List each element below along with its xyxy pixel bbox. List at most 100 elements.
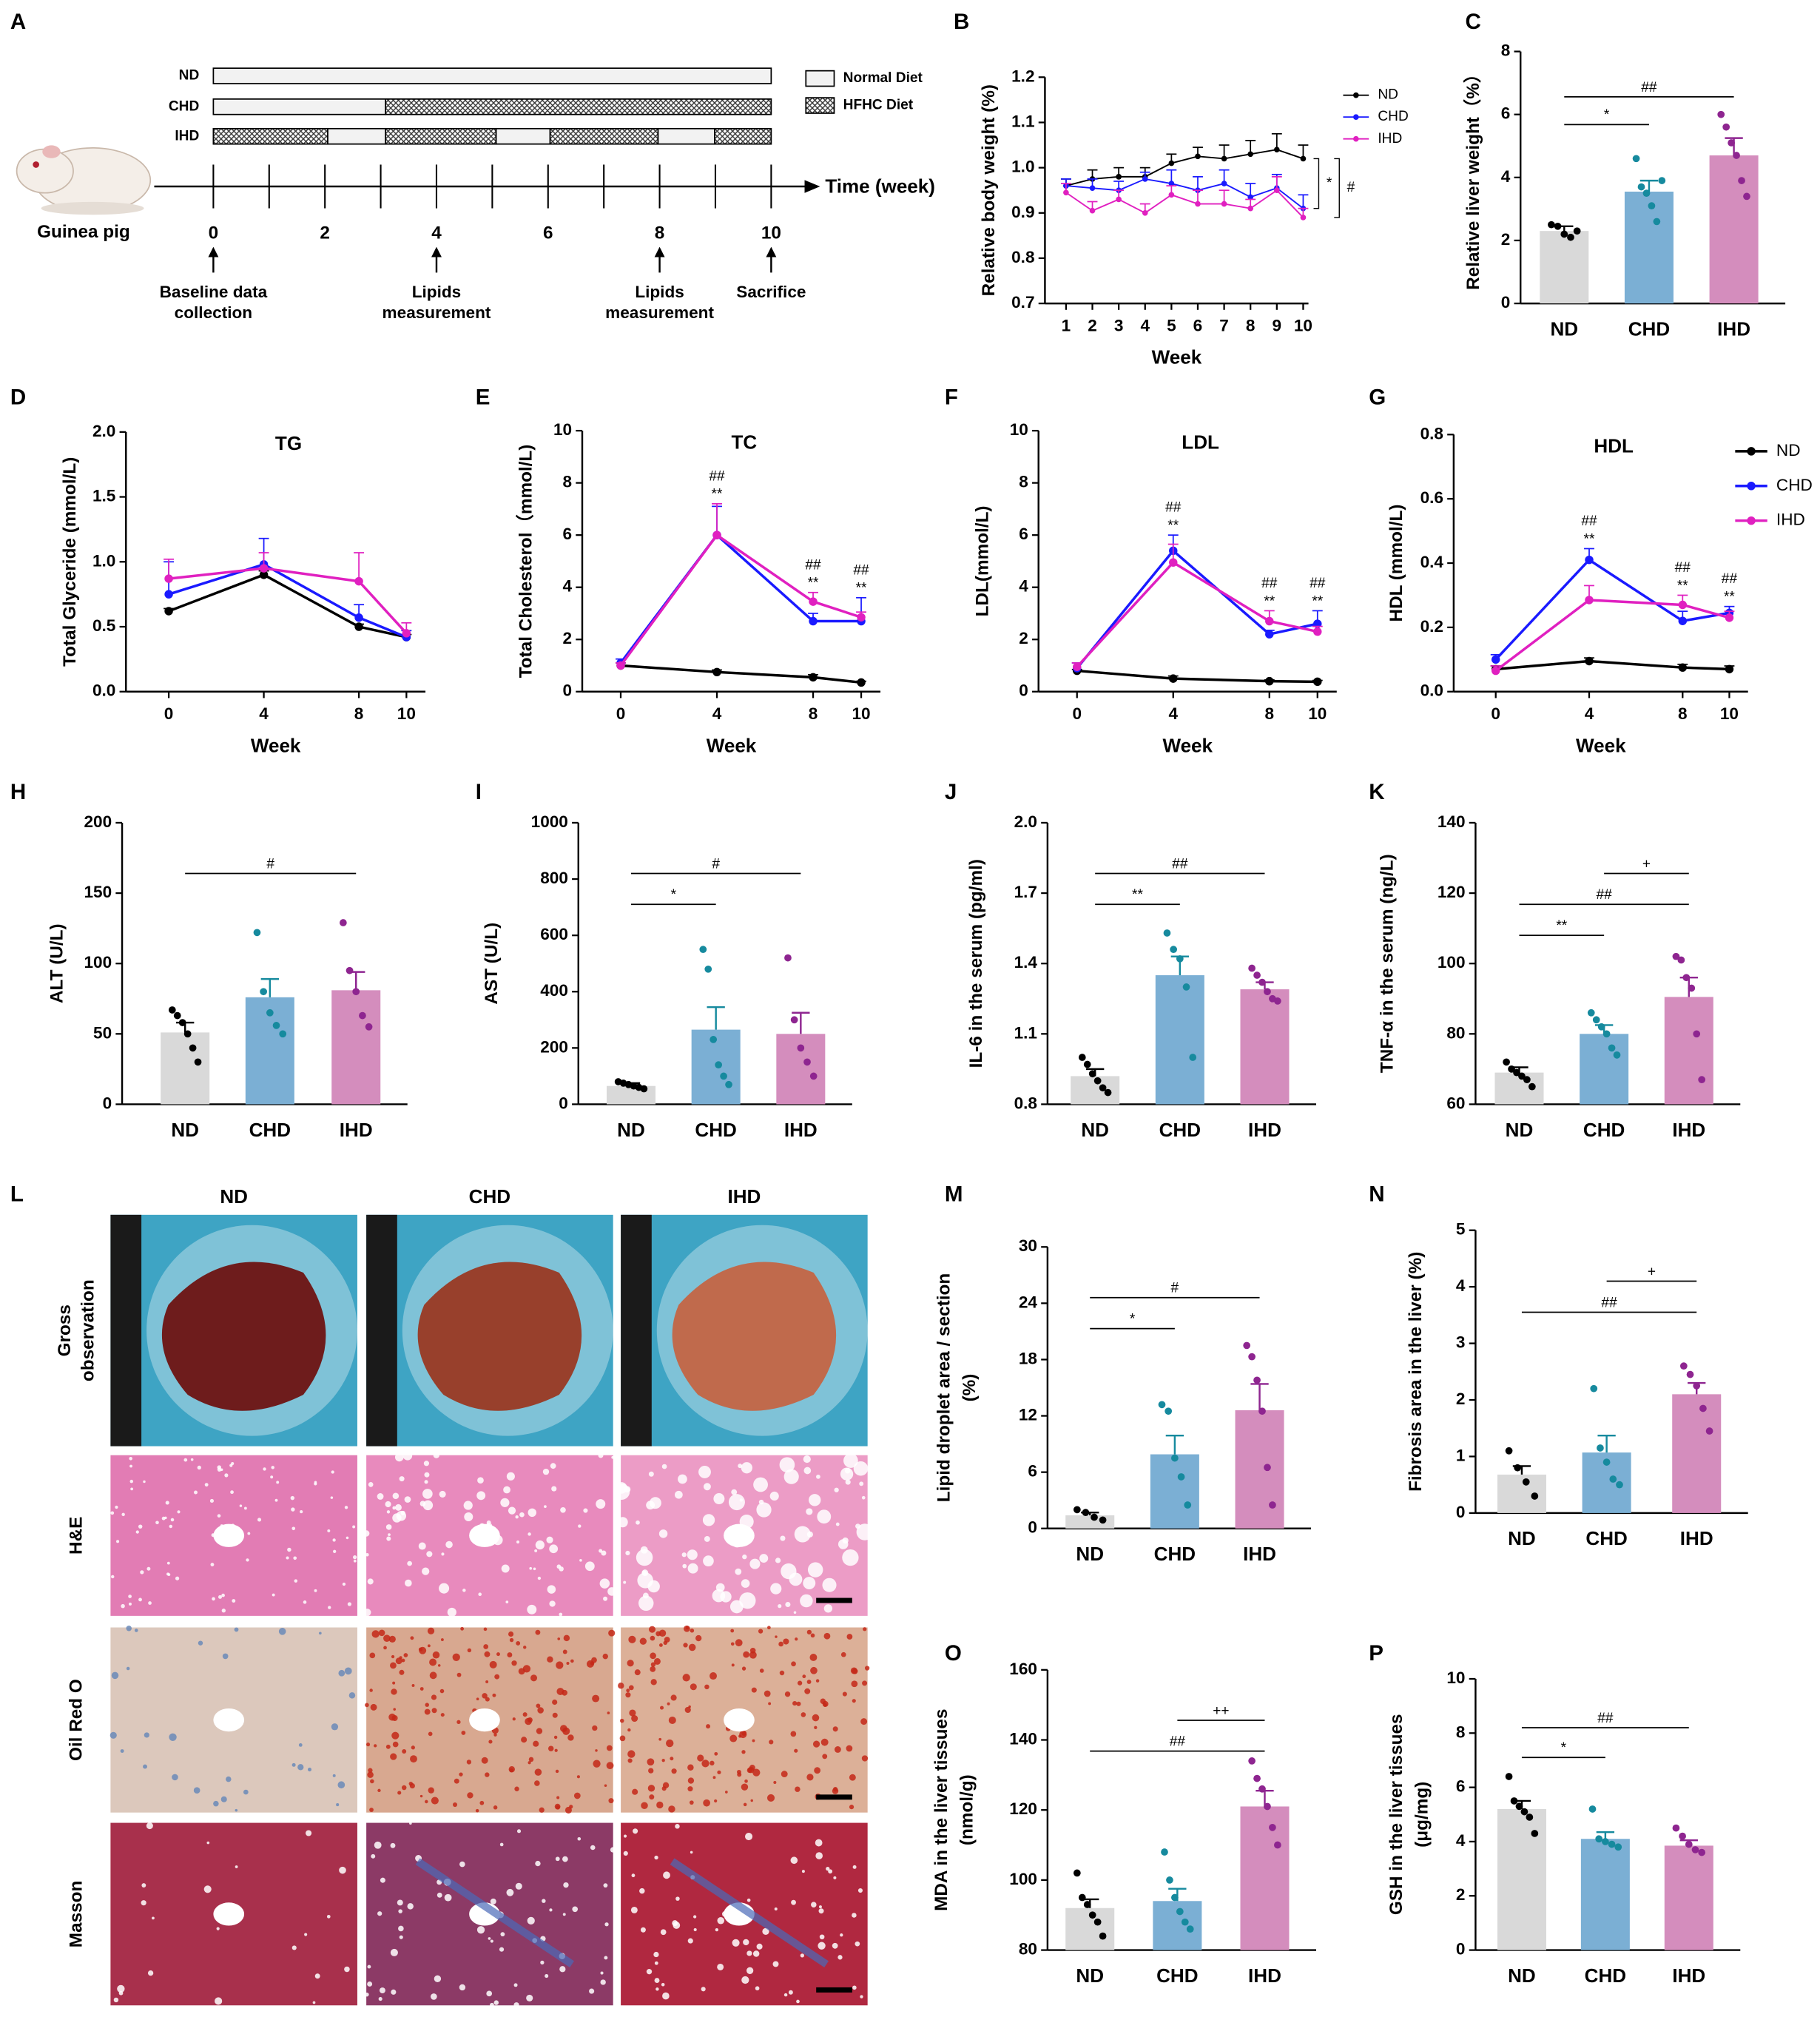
cell-spot	[522, 1712, 528, 1717]
vessel	[213, 1708, 245, 1732]
cell-spot	[515, 1882, 522, 1890]
cell-spot	[138, 1597, 142, 1602]
cell-spot	[398, 1909, 402, 1913]
cell-spot	[164, 1516, 167, 1520]
data-point	[699, 946, 707, 954]
cell-spot	[598, 1452, 604, 1458]
cell-spot	[525, 1717, 532, 1725]
data-point	[1595, 1835, 1603, 1843]
y-tick-label: 10	[1446, 1669, 1465, 1687]
data-point	[1091, 1513, 1098, 1521]
week-ticks	[212, 164, 772, 209]
data-point	[178, 1019, 186, 1026]
cell-spot	[411, 1684, 415, 1687]
cell-spot	[673, 1922, 681, 1929]
data-point	[194, 1058, 202, 1066]
y-tick-label: 0.7	[1011, 293, 1034, 312]
data-point	[1585, 596, 1594, 605]
cell-spot	[488, 1740, 493, 1744]
significance-bracket	[1313, 158, 1320, 209]
cell-spot	[336, 1803, 340, 1807]
cell-spot	[542, 1899, 546, 1903]
significance-label: **	[1724, 590, 1735, 605]
cell-spot	[183, 1458, 188, 1462]
cell-spot	[717, 1916, 725, 1925]
cell-spot	[128, 1595, 132, 1598]
data-point	[1253, 1376, 1261, 1384]
cell-spot	[121, 1512, 125, 1517]
cell-spot	[724, 1791, 728, 1794]
data-point	[1508, 1065, 1515, 1073]
cell-spot	[326, 1914, 331, 1919]
cell-spot	[806, 1774, 814, 1781]
data-point	[1722, 123, 1730, 131]
y-axis-label: Relative body weight (%)	[979, 84, 999, 296]
cell-spot	[556, 1661, 564, 1669]
y-tick-label: 8	[1019, 473, 1028, 491]
cell-spot	[860, 1718, 868, 1725]
significance-label: *	[1561, 1740, 1567, 1756]
cell-spot	[126, 1666, 130, 1671]
cell-spot	[638, 1595, 654, 1611]
cell-spot	[630, 1906, 638, 1913]
cell-spot	[617, 1517, 628, 1528]
cell-spot	[655, 1987, 659, 1991]
data-point	[1567, 233, 1574, 241]
cell-spot	[429, 1658, 437, 1666]
cell-spot	[515, 1515, 519, 1519]
y-tick-label: 1.7	[1014, 883, 1037, 901]
data-point	[1738, 177, 1745, 184]
cell-spot	[146, 1822, 153, 1830]
data-point	[1503, 1058, 1510, 1066]
cell-spot	[735, 1568, 742, 1575]
cell-spot	[494, 1674, 500, 1680]
cell-spot	[640, 1927, 646, 1933]
cell-spot	[682, 1563, 687, 1569]
cell-spot	[714, 1799, 718, 1803]
cell-spot	[806, 1629, 812, 1635]
cell-spot	[762, 1927, 769, 1936]
cell-spot	[456, 1672, 462, 1677]
column-title: IHD	[727, 1185, 761, 1208]
row-label: observation	[78, 1279, 98, 1381]
y-tick-label: 0.0	[92, 681, 115, 700]
data-point	[259, 570, 269, 579]
cell-spot	[743, 1939, 749, 1946]
cell-spot	[783, 1638, 789, 1645]
cell-spot	[687, 1549, 698, 1560]
x-axis-label: Week	[707, 734, 757, 756]
cell-spot	[788, 1990, 793, 1995]
cell-spot	[743, 1651, 749, 1658]
cell-spot	[547, 1656, 553, 1663]
y-tick-label: 400	[540, 981, 568, 1000]
x-tick-label: IHD	[1680, 1527, 1713, 1549]
data-point	[1165, 1407, 1173, 1415]
data-point	[168, 1006, 176, 1014]
y-tick-label: 0.9	[1011, 203, 1034, 221]
cell-spot	[766, 1626, 771, 1630]
vessel	[724, 1708, 755, 1732]
cell-spot	[479, 1800, 485, 1805]
cell-spot	[610, 1847, 616, 1853]
cell-spot	[392, 1506, 397, 1510]
cell-spot	[784, 1691, 791, 1697]
x-tick-label: IHD	[784, 1119, 818, 1141]
cell-spot	[783, 1469, 799, 1484]
data-point	[1221, 155, 1227, 162]
cell-spot	[401, 1658, 405, 1663]
cell-spot	[749, 1558, 761, 1569]
fibrosis	[670, 1858, 829, 1968]
row-label: IHD	[175, 128, 199, 144]
cell-spot	[141, 1900, 146, 1906]
cell-spot	[121, 1603, 125, 1609]
cell-spot	[773, 1780, 777, 1785]
cell-spot	[752, 1768, 761, 1777]
cell-spot	[806, 1680, 812, 1684]
cell-spot	[431, 1708, 437, 1714]
cell-spot	[682, 1674, 690, 1682]
cell-spot	[270, 1475, 274, 1479]
y-tick-label: 3	[1456, 1333, 1466, 1352]
data-point	[1169, 558, 1178, 567]
bar	[1540, 231, 1589, 304]
